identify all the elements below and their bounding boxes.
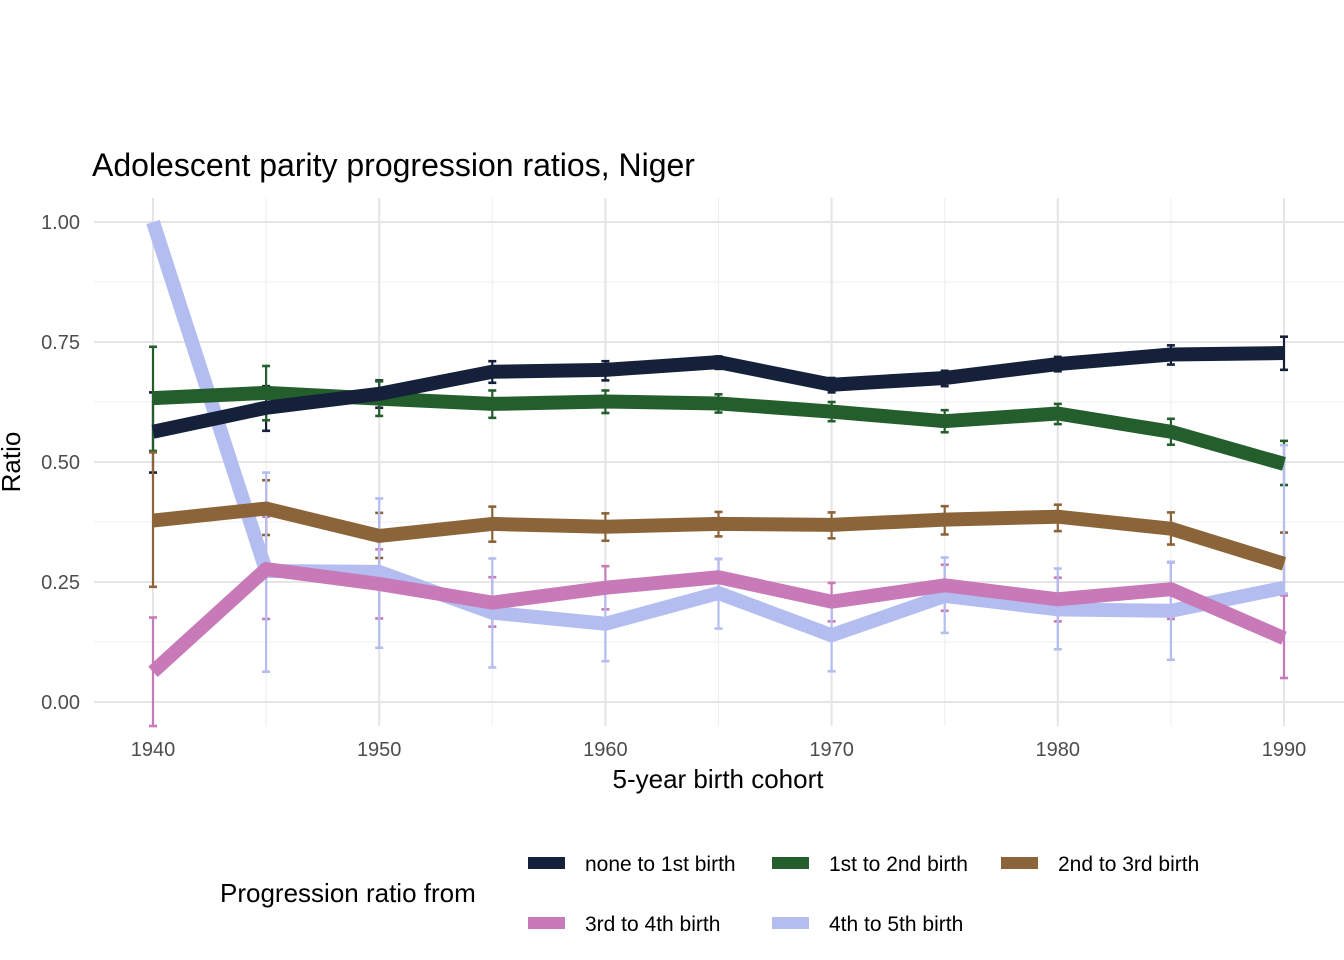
y-axis-title: Ratio	[0, 432, 26, 493]
chart-title: Adolescent parity progression ratios, Ni…	[92, 147, 695, 183]
series-line-5	[146, 219, 1286, 643]
y-tick-label: 1.00	[41, 212, 80, 234]
x-tick-label: 1970	[809, 739, 854, 761]
legend-label: none to 1st birth	[585, 853, 736, 876]
legend-item: 2nd to 3rd birth	[1001, 853, 1199, 876]
x-tick-label: 1940	[131, 739, 176, 761]
legend-label: 1st to 2nd birth	[829, 853, 968, 876]
legend-item: 1st to 2nd birth	[772, 853, 968, 876]
x-tick-label: 1950	[357, 739, 402, 761]
x-axis-ticks: 1940 1950 1960 1970 1980 1990	[131, 739, 1307, 761]
legend: Progression ratio from none to 1st birth…	[220, 853, 1199, 936]
legend-item: none to 1st birth	[528, 853, 736, 876]
legend-swatch	[528, 917, 565, 929]
series-line-3	[152, 501, 1287, 571]
x-tick-label: 1980	[1036, 739, 1081, 761]
series-line-4	[148, 562, 1287, 677]
y-tick-label: 0.75	[41, 332, 80, 354]
x-tick-label: 1960	[583, 739, 628, 761]
legend-swatch	[1001, 857, 1038, 869]
legend-label: 2nd to 3rd birth	[1058, 853, 1199, 876]
legend-swatch	[772, 917, 809, 929]
legend-swatch	[528, 857, 565, 869]
legend-item: 4th to 5th birth	[772, 913, 963, 936]
x-tick-label: 1990	[1262, 739, 1307, 761]
legend-title: Progression ratio from	[220, 878, 476, 908]
y-tick-label: 0.00	[41, 692, 80, 714]
x-axis-title: 5-year birth cohort	[613, 764, 825, 794]
y-axis-ticks: 0.00 0.25 0.50 0.75 1.00	[41, 212, 80, 714]
legend-item: 3rd to 4th birth	[528, 913, 720, 936]
series-line-1	[151, 346, 1285, 439]
error-bar	[149, 345, 157, 453]
legend-label: 4th to 5th birth	[829, 913, 963, 936]
series-lines	[146, 219, 1287, 677]
legend-swatch	[772, 857, 809, 869]
y-tick-label: 0.25	[41, 572, 80, 594]
y-tick-label: 0.50	[41, 452, 80, 474]
grid-lines	[94, 198, 1344, 726]
legend-label: 3rd to 4th birth	[585, 913, 720, 936]
